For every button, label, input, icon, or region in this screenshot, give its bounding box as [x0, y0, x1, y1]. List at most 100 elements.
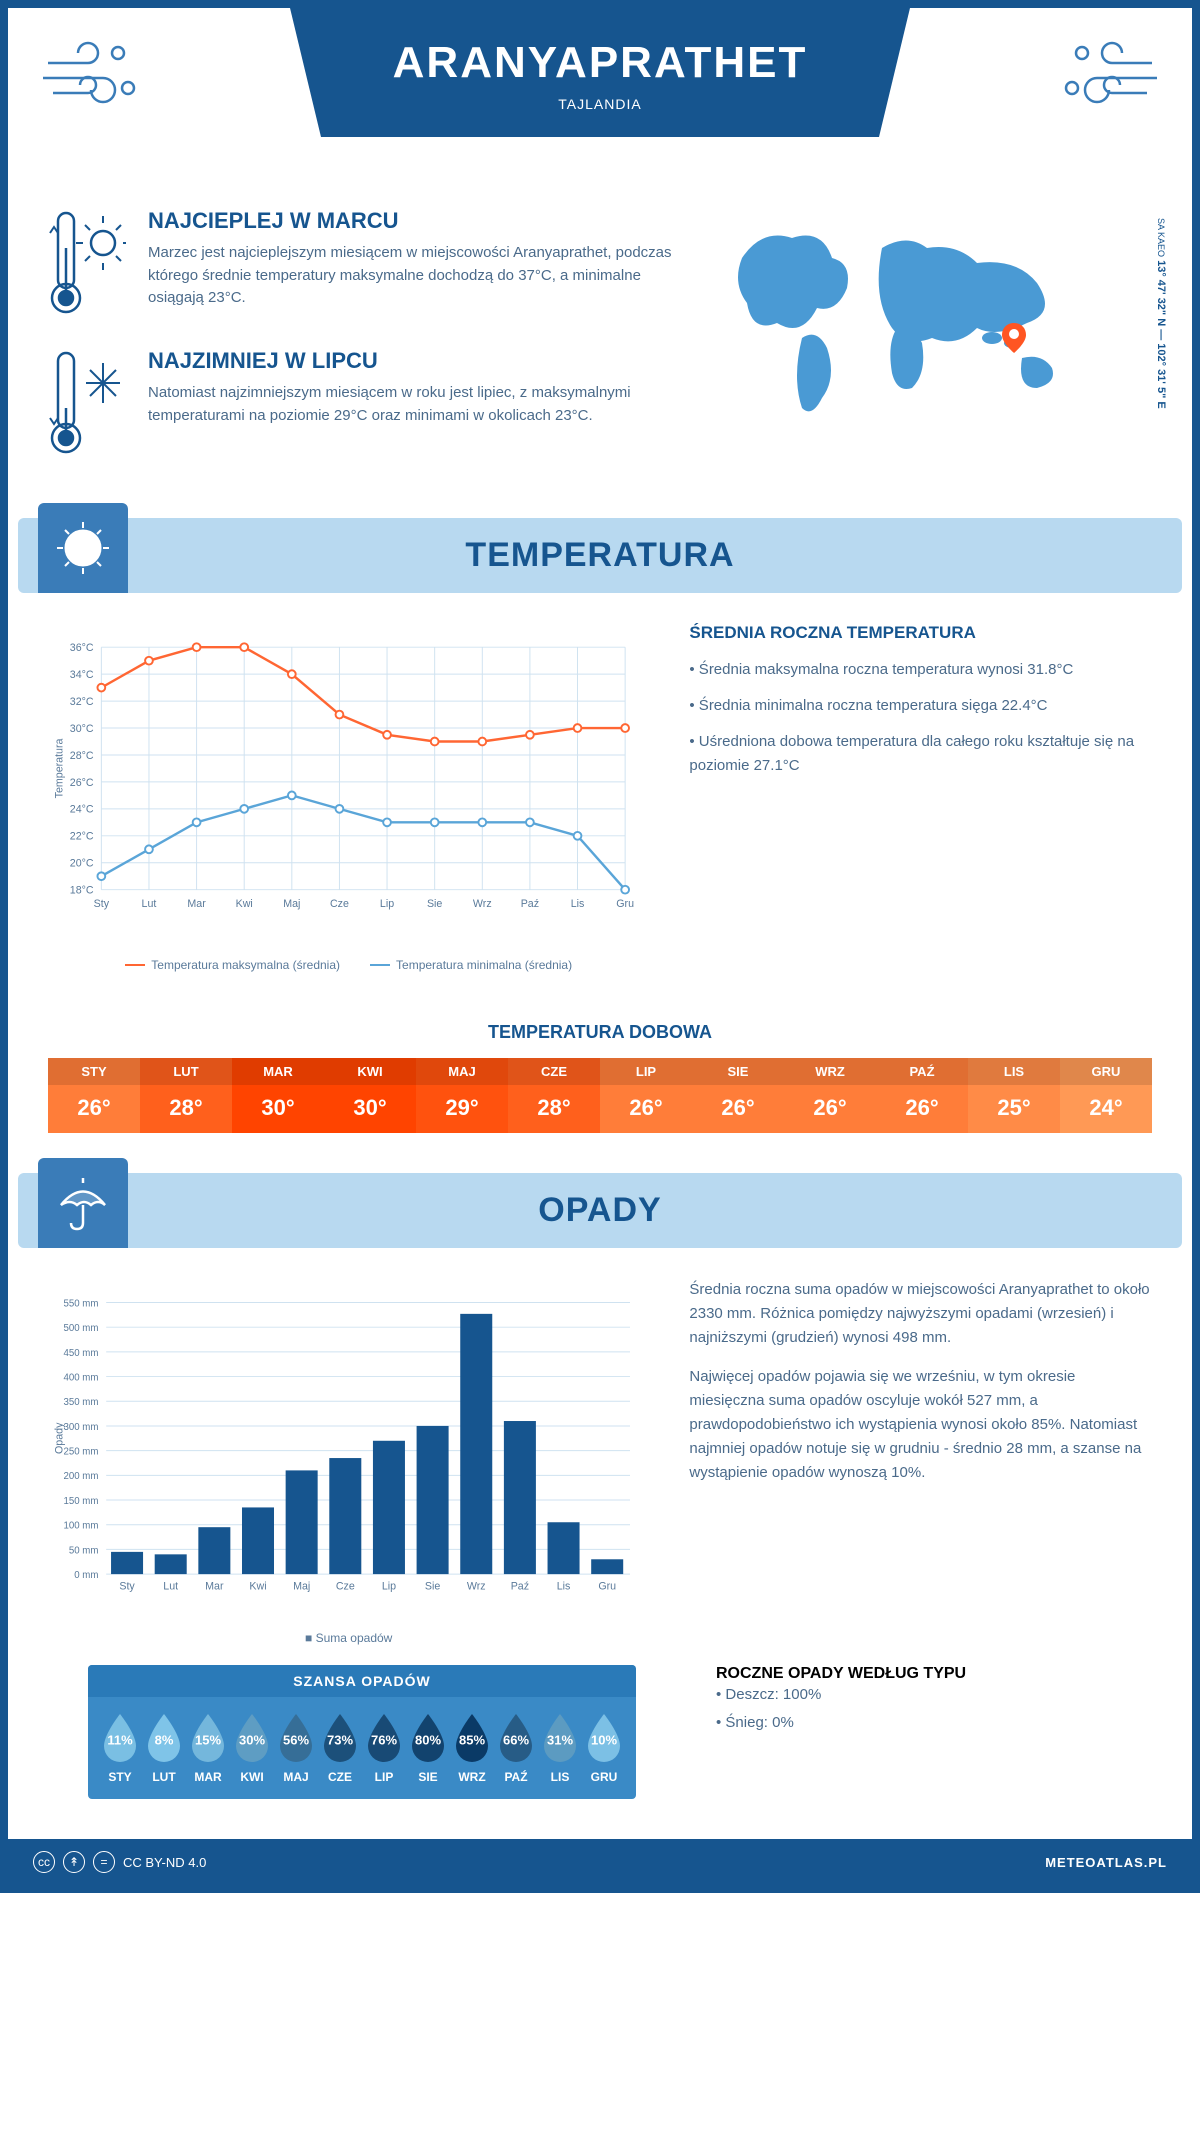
- rain-chance-cell: 85%WRZ: [450, 1712, 494, 1784]
- svg-text:Opady: Opady: [54, 1422, 66, 1454]
- precip-legend: ■ Suma opadów: [48, 1631, 649, 1645]
- drop-icon: 73%: [318, 1712, 362, 1762]
- drop-icon: 66%: [494, 1712, 538, 1762]
- coordinates: SA KAEO 13° 47' 32" N — 102° 31' 5" E: [1155, 218, 1167, 409]
- svg-text:Mar: Mar: [205, 1581, 224, 1593]
- temp-sidebar-item: • Średnia minimalna roczna temperatura s…: [689, 694, 1152, 718]
- site-name: METEOATLAS.PL: [1045, 1855, 1167, 1870]
- rain-chance-cell: 80%SIE: [406, 1712, 450, 1784]
- thermometer-hot-icon: [48, 208, 128, 323]
- daily-temp-cell: SIE26°: [692, 1058, 784, 1133]
- svg-text:Maj: Maj: [293, 1581, 310, 1593]
- precip-type-sidebar: ROCZNE OPADY WEDŁUG TYPU • Deszcz: 100%•…: [716, 1665, 1152, 1809]
- temp-sidebar-item: • Uśredniona dobowa temperatura dla całe…: [689, 730, 1152, 778]
- legend-min: Temperatura minimalna (średnia): [370, 958, 572, 972]
- svg-text:18°C: 18°C: [70, 885, 94, 897]
- map-marker-icon: [1002, 323, 1026, 358]
- precip-type-title: ROCZNE OPADY WEDŁUG TYPU: [716, 1665, 1152, 1683]
- drop-icon: 56%: [274, 1712, 318, 1762]
- rain-chance-cell: 76%LIP: [362, 1712, 406, 1784]
- svg-text:34°C: 34°C: [70, 669, 94, 681]
- thermometer-cold-icon: [48, 348, 128, 463]
- rain-chance-box: SZANSA OPADÓW 11%STY8%LUT15%MAR30%KWI56%…: [88, 1665, 636, 1799]
- svg-text:Paź: Paź: [521, 898, 539, 910]
- svg-text:Paź: Paź: [511, 1581, 529, 1593]
- svg-text:Wrz: Wrz: [467, 1581, 486, 1593]
- svg-text:Gru: Gru: [616, 898, 634, 910]
- rain-chance-cell: 15%MAR: [186, 1712, 230, 1784]
- svg-text:30°C: 30°C: [70, 723, 94, 735]
- daily-temp-cell: LIP26°: [600, 1058, 692, 1133]
- drop-icon: 15%: [186, 1712, 230, 1762]
- rain-chance-title: SZANSA OPADÓW: [88, 1665, 636, 1697]
- svg-text:Gru: Gru: [598, 1581, 616, 1593]
- coldest-title: NAJZIMNIEJ W LIPCU: [148, 348, 672, 374]
- precipitation-sidebar: Średnia roczna suma opadów w miejscowośc…: [689, 1278, 1152, 1645]
- temp-sidebar-item: • Średnia maksymalna roczna temperatura …: [689, 658, 1152, 682]
- svg-text:24°C: 24°C: [70, 804, 94, 816]
- svg-text:Wrz: Wrz: [473, 898, 492, 910]
- svg-text:Kwi: Kwi: [236, 898, 253, 910]
- hottest-text: Marzec jest najcieplejszym miesiącem w m…: [148, 242, 672, 310]
- world-map: SA KAEO 13° 47' 32" N — 102° 31' 5" E: [712, 208, 1152, 488]
- svg-text:450 mm: 450 mm: [63, 1348, 98, 1359]
- legend-max: Temperatura maksymalna (średnia): [125, 958, 340, 972]
- rain-chance-cell: 30%KWI: [230, 1712, 274, 1784]
- daily-temp-cell: GRU24°: [1060, 1058, 1152, 1133]
- svg-text:50 mm: 50 mm: [69, 1545, 99, 1556]
- temperature-banner: TEMPERATURA: [18, 518, 1182, 593]
- svg-text:Lip: Lip: [380, 898, 394, 910]
- svg-text:350 mm: 350 mm: [63, 1397, 98, 1408]
- precip-type-item: • Deszcz: 100%: [716, 1683, 1152, 1707]
- temperature-sidebar: ŚREDNIA ROCZNA TEMPERATURA • Średnia mak…: [689, 623, 1152, 972]
- temperature-chart: 18°C20°C22°C24°C26°C28°C30°C32°C34°C36°C…: [48, 623, 649, 972]
- daily-temp-cell: MAR30°: [232, 1058, 324, 1133]
- svg-text:Mar: Mar: [187, 898, 206, 910]
- drop-icon: 31%: [538, 1712, 582, 1762]
- wind-icon: [38, 33, 148, 118]
- svg-text:Lip: Lip: [382, 1581, 396, 1593]
- hottest-title: NAJCIEPLEJ W MARCU: [148, 208, 672, 234]
- daily-temp-cell: PAŹ26°: [876, 1058, 968, 1133]
- precipitation-banner: OPADY: [18, 1173, 1182, 1248]
- license-text: CC BY-ND 4.0: [123, 1855, 206, 1870]
- drop-icon: 10%: [582, 1712, 626, 1762]
- svg-text:20°C: 20°C: [70, 858, 94, 870]
- precipitation-chart: 0 mm50 mm100 mm150 mm200 mm250 mm300 mm3…: [48, 1278, 649, 1645]
- daily-temp-cell: STY26°: [48, 1058, 140, 1133]
- temperature-title: TEMPERATURA: [18, 536, 1182, 575]
- daily-temp-cell: KWI30°: [324, 1058, 416, 1133]
- svg-text:Lut: Lut: [142, 898, 157, 910]
- svg-text:Kwi: Kwi: [249, 1581, 266, 1593]
- svg-text:Sty: Sty: [94, 898, 110, 910]
- rain-chance-cell: 66%PAŹ: [494, 1712, 538, 1784]
- daily-temp-title: TEMPERATURA DOBOWA: [8, 1022, 1192, 1043]
- svg-text:Lut: Lut: [163, 1581, 178, 1593]
- rain-chance-cell: 10%GRU: [582, 1712, 626, 1784]
- by-icon: ↟: [63, 1851, 85, 1873]
- svg-text:Maj: Maj: [283, 898, 300, 910]
- drop-icon: 8%: [142, 1712, 186, 1762]
- svg-text:200 mm: 200 mm: [63, 1471, 98, 1482]
- svg-text:Lis: Lis: [557, 1581, 571, 1593]
- svg-text:28°C: 28°C: [70, 750, 94, 762]
- svg-text:22°C: 22°C: [70, 831, 94, 843]
- temp-sidebar-title: ŚREDNIA ROCZNA TEMPERATURA: [689, 623, 1152, 643]
- rain-chance-cell: 11%STY: [98, 1712, 142, 1784]
- svg-text:26°C: 26°C: [70, 777, 94, 789]
- drop-icon: 30%: [230, 1712, 274, 1762]
- svg-text:36°C: 36°C: [70, 642, 94, 654]
- daily-temp-cell: LIS25°: [968, 1058, 1060, 1133]
- nd-icon: =: [93, 1851, 115, 1873]
- hottest-block: NAJCIEPLEJ W MARCU Marzec jest najcieple…: [48, 208, 672, 323]
- drop-icon: 80%: [406, 1712, 450, 1762]
- page-subtitle: TAJLANDIA: [310, 96, 890, 112]
- daily-temp-cell: CZE28°: [508, 1058, 600, 1133]
- svg-text:Sie: Sie: [427, 898, 442, 910]
- wind-icon: [1052, 33, 1162, 118]
- svg-text:400 mm: 400 mm: [63, 1372, 98, 1383]
- svg-text:0 mm: 0 mm: [74, 1570, 98, 1581]
- svg-text:300 mm: 300 mm: [63, 1422, 98, 1433]
- daily-temp-cell: MAJ29°: [416, 1058, 508, 1133]
- header: ARANYAPRATHET TAJLANDIA: [8, 8, 1192, 188]
